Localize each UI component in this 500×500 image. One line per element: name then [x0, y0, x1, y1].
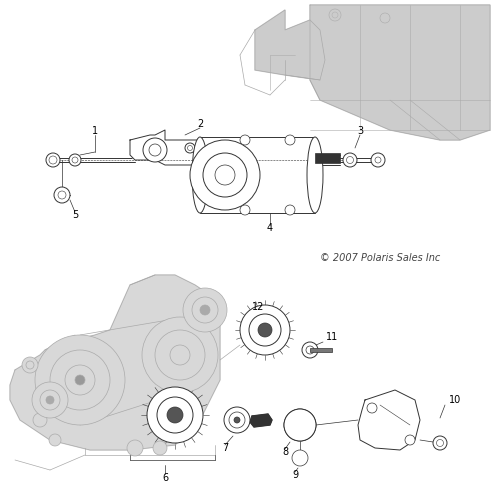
Circle shape [405, 435, 415, 445]
Circle shape [436, 440, 444, 446]
Circle shape [69, 154, 81, 166]
Circle shape [49, 156, 57, 164]
Polygon shape [10, 275, 220, 450]
Circle shape [143, 138, 167, 162]
Circle shape [240, 135, 250, 145]
Circle shape [46, 396, 54, 404]
Circle shape [35, 335, 125, 425]
Text: 7: 7 [222, 443, 228, 453]
Text: 12: 12 [252, 302, 264, 312]
Circle shape [240, 205, 250, 215]
Circle shape [167, 407, 183, 423]
Bar [315, 153, 340, 163]
Circle shape [26, 361, 34, 369]
Circle shape [50, 350, 110, 410]
Ellipse shape [307, 137, 323, 213]
Circle shape [149, 144, 161, 156]
Circle shape [375, 157, 381, 163]
Polygon shape [255, 10, 325, 80]
Circle shape [46, 153, 60, 167]
Circle shape [65, 365, 95, 395]
Circle shape [33, 413, 47, 427]
Polygon shape [310, 5, 490, 140]
Text: 4: 4 [267, 223, 273, 233]
Text: © 2007 Polaris Sales Inc: © 2007 Polaris Sales Inc [320, 253, 440, 263]
Circle shape [72, 157, 78, 163]
Circle shape [153, 441, 167, 455]
Circle shape [147, 387, 203, 443]
Circle shape [203, 153, 247, 197]
Circle shape [329, 9, 341, 21]
Circle shape [240, 305, 290, 355]
Bar [310, 348, 332, 352]
Circle shape [258, 323, 272, 337]
Circle shape [302, 342, 318, 358]
Circle shape [75, 375, 85, 385]
Circle shape [285, 205, 295, 215]
Circle shape [367, 403, 377, 413]
Circle shape [190, 140, 260, 210]
Circle shape [234, 417, 240, 423]
Circle shape [22, 357, 38, 373]
Circle shape [127, 440, 143, 456]
Circle shape [343, 153, 357, 167]
Circle shape [380, 13, 390, 23]
Circle shape [306, 346, 314, 354]
Circle shape [291, 416, 309, 434]
Circle shape [229, 412, 245, 428]
Text: 3: 3 [357, 126, 363, 136]
Text: 10: 10 [449, 395, 461, 405]
Circle shape [155, 330, 205, 380]
Circle shape [200, 305, 210, 315]
Circle shape [142, 317, 218, 393]
Circle shape [157, 397, 193, 433]
Circle shape [371, 153, 385, 167]
Text: 6: 6 [162, 473, 168, 483]
Circle shape [183, 288, 227, 332]
Circle shape [285, 135, 295, 145]
Circle shape [292, 450, 308, 466]
Circle shape [224, 407, 250, 433]
Polygon shape [250, 414, 272, 427]
Text: 5: 5 [72, 210, 78, 220]
Polygon shape [130, 130, 205, 165]
Polygon shape [358, 390, 420, 450]
Ellipse shape [192, 137, 208, 213]
Circle shape [58, 191, 66, 199]
Circle shape [32, 382, 68, 418]
Circle shape [188, 146, 192, 150]
Circle shape [433, 436, 447, 450]
Circle shape [40, 390, 60, 410]
Circle shape [185, 143, 195, 153]
Circle shape [284, 409, 316, 441]
Circle shape [54, 187, 70, 203]
Text: 9: 9 [292, 470, 298, 480]
Circle shape [215, 165, 235, 185]
Circle shape [332, 12, 338, 18]
Circle shape [284, 409, 316, 441]
Text: 11: 11 [326, 332, 338, 342]
Circle shape [346, 156, 354, 164]
Circle shape [170, 345, 190, 365]
Text: 8: 8 [282, 447, 288, 457]
Circle shape [49, 434, 61, 446]
Text: 1: 1 [92, 126, 98, 136]
Circle shape [249, 314, 281, 346]
Text: 2: 2 [197, 119, 203, 129]
Circle shape [192, 297, 218, 323]
